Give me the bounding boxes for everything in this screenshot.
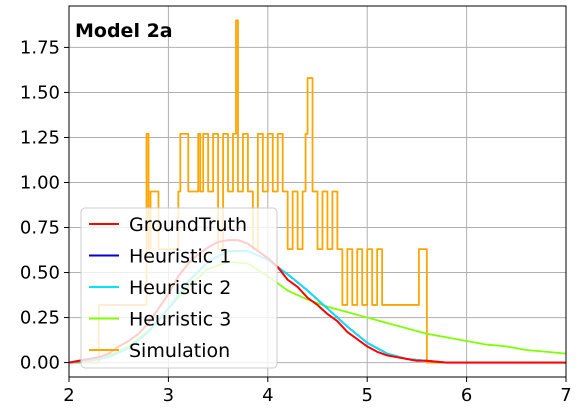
- plot-frame: [68, 5, 567, 378]
- chart-title: Model 2a: [75, 20, 173, 42]
- x-tick-label: 6: [461, 385, 472, 406]
- legend: GroundTruth Heuristic 1 Heuristic 2 Heurist…: [80, 207, 278, 369]
- y-tick-label: 1.25: [20, 127, 60, 148]
- y-tick-label: 1.75: [20, 37, 60, 58]
- y-tick-label: 0.00: [20, 353, 60, 374]
- legend-label: Heuristic 3: [129, 309, 231, 331]
- x-tick-label: 2: [63, 385, 74, 406]
- x-tick-label: 3: [163, 385, 174, 406]
- series-line-simulation: [69, 19, 566, 364]
- legend-label: GroundTruth: [129, 214, 247, 236]
- legend-label: Heuristic 2: [129, 277, 231, 299]
- y-axis: 0.00 0.25 0.50 0.75 1.00 1.25 1.50 1.75: [20, 37, 69, 374]
- y-tick-label: 1.50: [20, 82, 60, 103]
- legend-label: Heuristic 1: [129, 246, 231, 268]
- x-tick-label: 7: [560, 385, 571, 406]
- y-tick-label: 0.50: [20, 263, 60, 284]
- x-tick-label: 4: [262, 385, 273, 406]
- y-tick-label: 0.25: [20, 308, 60, 329]
- legend-box: [80, 207, 278, 369]
- y-tick-label: 1.00: [20, 172, 60, 193]
- y-tick-label: 0.75: [20, 218, 60, 239]
- legend-label: Simulation: [129, 340, 230, 362]
- x-axis: 2 3 4 5 6 7: [63, 377, 572, 406]
- x-tick-label: 5: [361, 385, 372, 406]
